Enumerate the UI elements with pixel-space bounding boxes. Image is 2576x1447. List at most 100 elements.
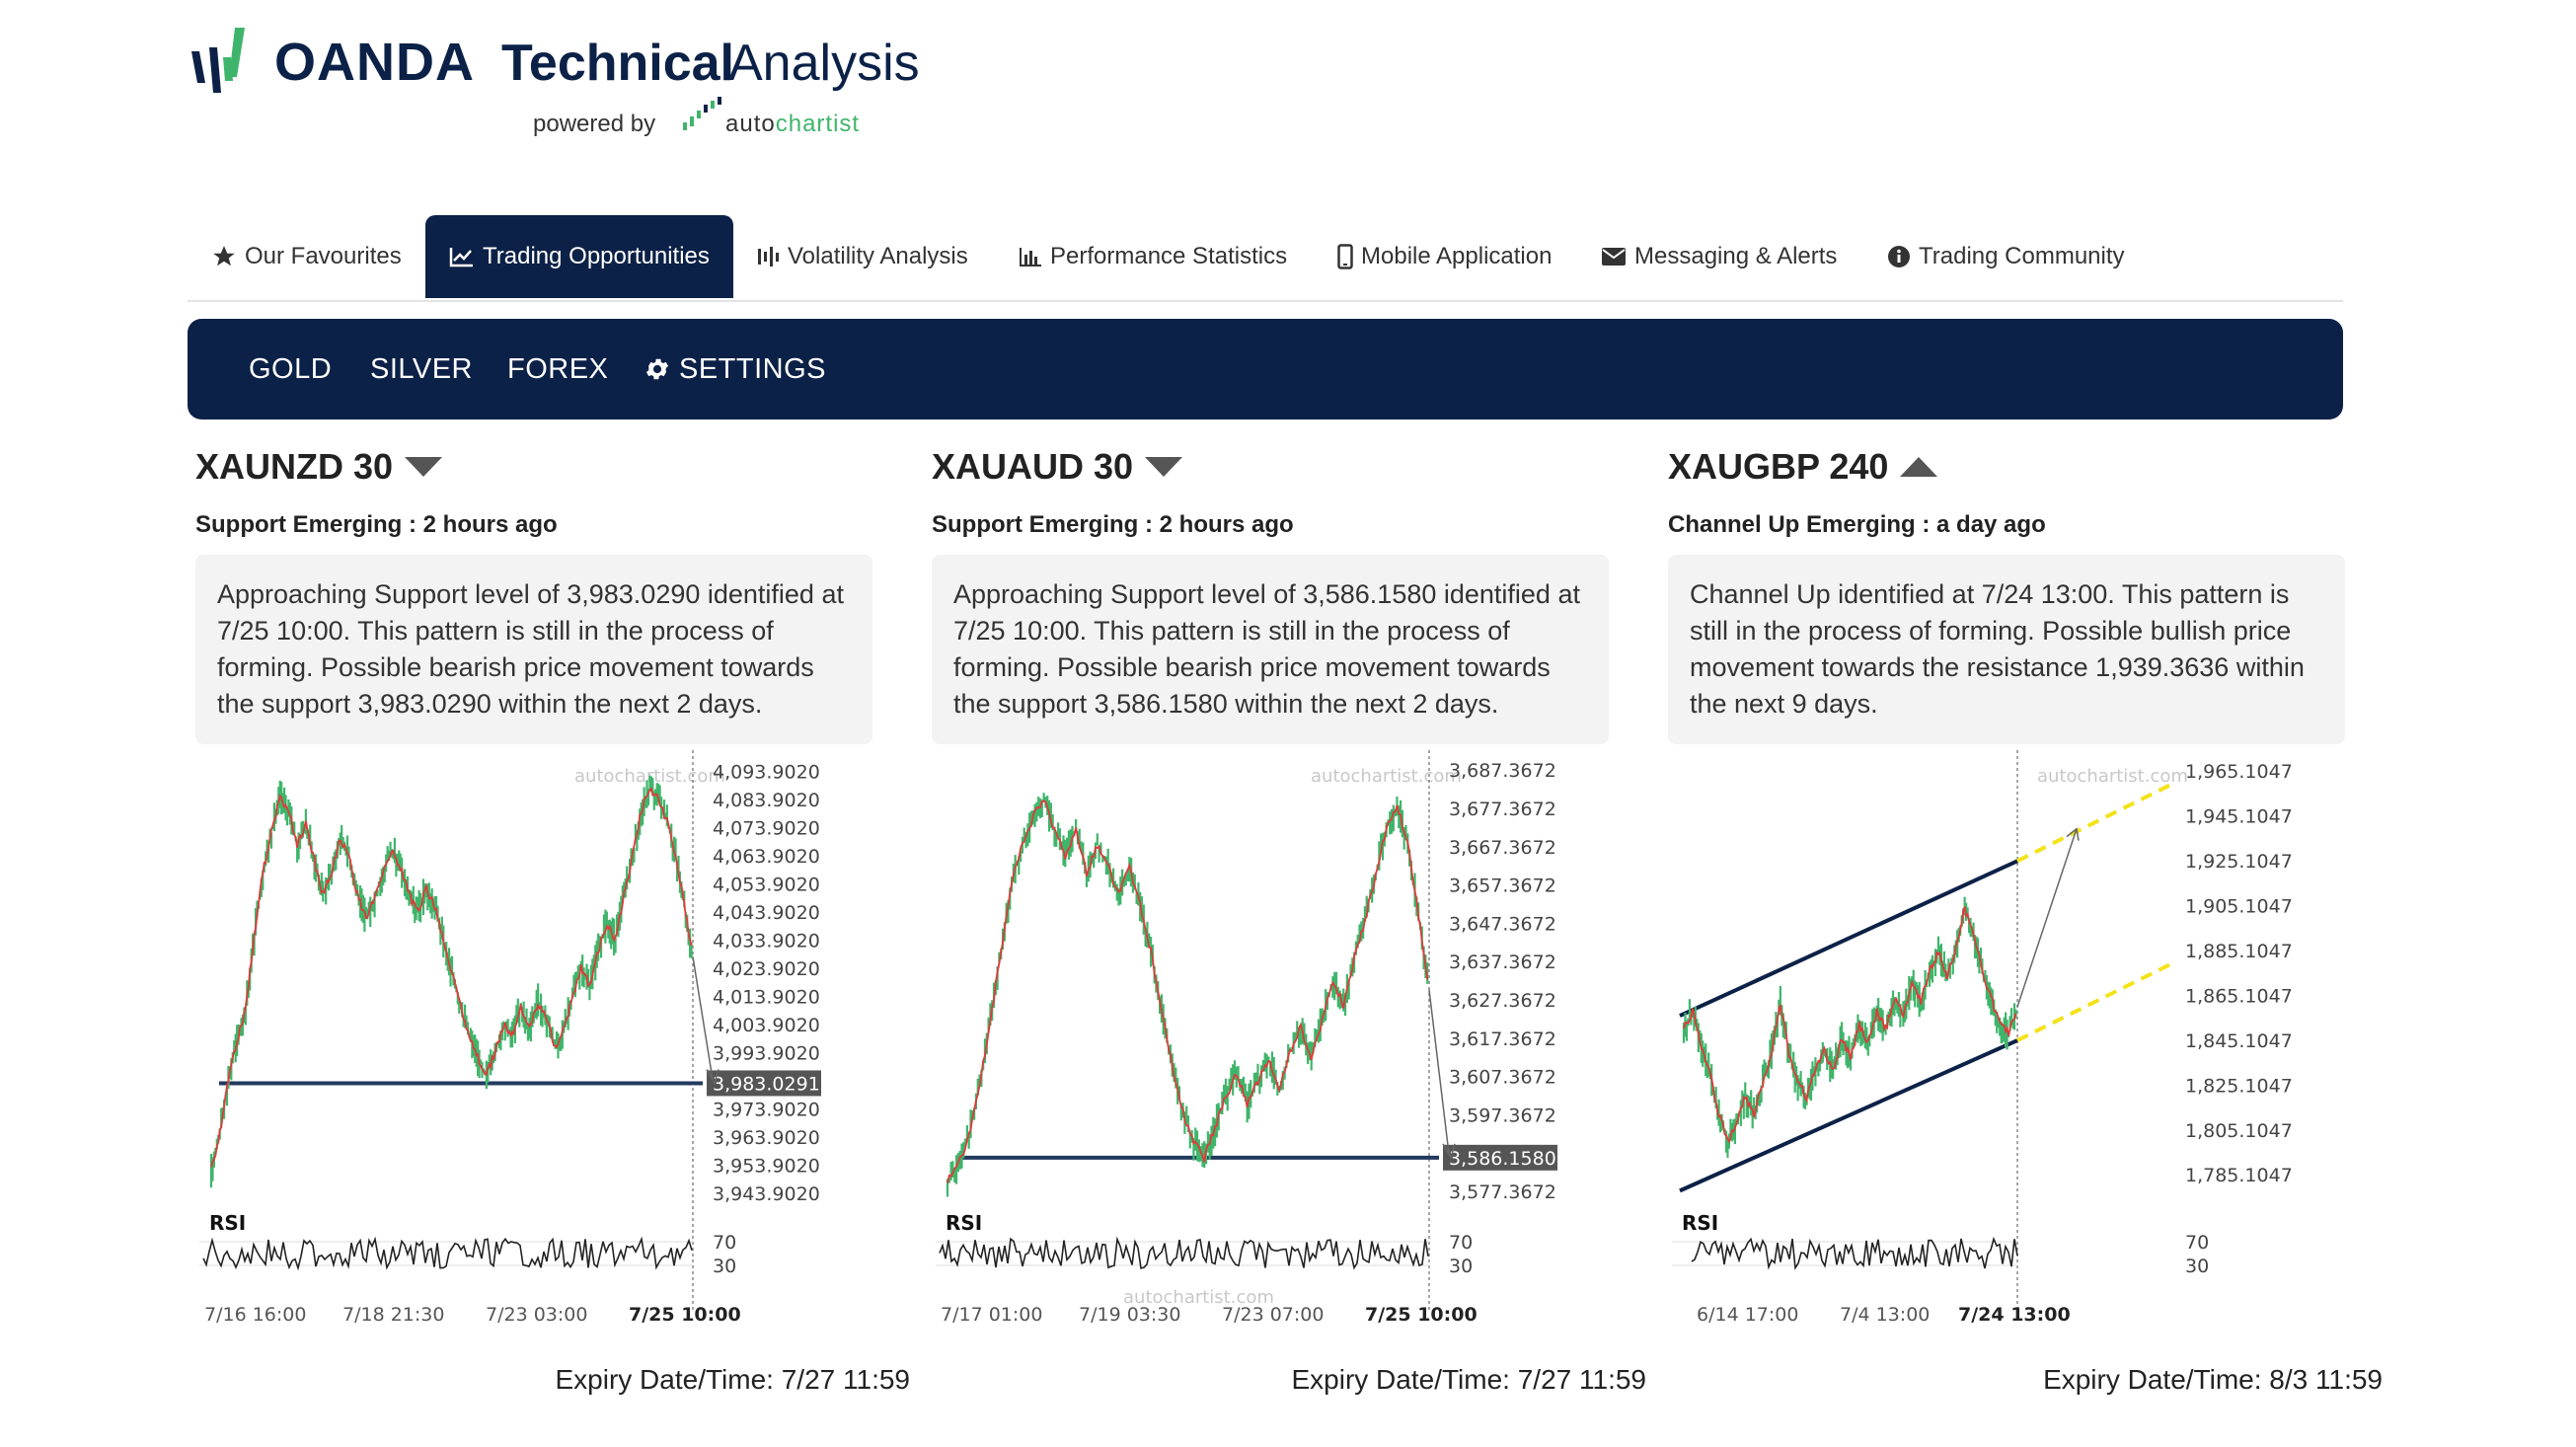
y-tick-label: 1,945.1047 — [2185, 806, 2293, 828]
y-tick-label: 3,973.9020 — [713, 1099, 820, 1120]
triangle-down-icon — [1143, 454, 1184, 480]
y-tick-label: 4,083.9020 — [713, 790, 820, 811]
tab-mobile-application[interactable]: Mobile Application — [1337, 215, 1552, 298]
y-tick-label: 3,647.3672 — [1449, 913, 1556, 935]
channel-lower-line — [1679, 1038, 2018, 1193]
rsi-line — [202, 1236, 693, 1271]
y-tick-label: 4,073.9020 — [713, 818, 820, 840]
tab-label: Trading Opportunities — [483, 243, 710, 269]
chart-watermark: autochartist.com — [2037, 766, 2188, 787]
projection-arrow — [2016, 828, 2078, 1008]
projection-arrow — [1428, 989, 1450, 1154]
y-tick-label: 3,637.3672 — [1449, 952, 1556, 973]
tab-messaging-alerts[interactable]: Messaging & Alerts — [1601, 215, 1837, 298]
channel-upper-line — [1679, 859, 2018, 1018]
line-chart-icon — [449, 246, 475, 267]
autochartist-part-b: chartist — [775, 111, 861, 137]
pattern-chart[interactable]: autochartist.com4,093.90204,083.90204,07… — [189, 750, 900, 1342]
settings-label: SETTINGS — [679, 352, 827, 385]
pattern-card[interactable]: XAUAUD 30 Support Emerging : 2 hours ago… — [926, 434, 1646, 1421]
x-tick-label: 6/14 17:00 — [1697, 1304, 1798, 1326]
y-tick-label: 3,657.3672 — [1449, 876, 1556, 897]
y-tick-label: 1,925.1047 — [2185, 851, 2293, 873]
tab-trading-community[interactable]: Trading Community — [1887, 215, 2125, 298]
y-tick-label: 1,885.1047 — [2185, 941, 2293, 962]
tab-trading-opportunities[interactable]: Trading Opportunities — [425, 215, 733, 298]
instrument-title[interactable]: XAUAUD 30 — [932, 446, 1184, 488]
triangle-up-icon — [1898, 454, 1939, 480]
y-tick-label: 4,023.9020 — [713, 958, 820, 980]
y-tick-label: 3,607.3672 — [1449, 1067, 1556, 1089]
pattern-description: Channel Up identified at 7/24 13:00. Thi… — [1668, 555, 2345, 744]
y-tick-label: 1,865.1047 — [2185, 985, 2293, 1007]
y-tick-label: 3,687.3672 — [1449, 760, 1556, 782]
instrument-title[interactable]: XAUGBP 240 — [1668, 446, 1939, 488]
x-tick-label: 7/16 16:00 — [204, 1304, 306, 1326]
autochartist-part-a: auto — [725, 111, 776, 137]
chart-watermark: autochartist.com — [1311, 766, 1462, 787]
y-tick-label: 3,617.3672 — [1449, 1028, 1556, 1050]
tab-label: Trading Community — [1919, 243, 2125, 269]
y-tick-label: 3,993.9020 — [713, 1042, 820, 1064]
title-technical: Technical — [501, 35, 735, 92]
expiry-datetime: Expiry Date/Time: 7/27 11:59 — [555, 1364, 910, 1395]
price-line — [210, 787, 693, 1168]
pattern-card[interactable]: XAUGBP 240 Channel Up Emerging : a day a… — [1662, 434, 2383, 1421]
y-tick-label: 3,667.3672 — [1449, 837, 1556, 859]
tab-label: Volatility Analysis — [788, 243, 968, 269]
gear-icon — [644, 355, 671, 383]
y-tick-label: 4,053.9020 — [713, 875, 820, 896]
rsi-tick-label: 70 — [713, 1232, 736, 1254]
title-analysis: Analysis — [728, 35, 920, 92]
rsi-tick-label: 30 — [1449, 1256, 1473, 1277]
tab-label: Our Favourites — [245, 243, 402, 269]
y-tick-label: 1,805.1047 — [2185, 1120, 2293, 1142]
x-tick-label: 7/19 03:30 — [1079, 1304, 1180, 1326]
tab-performance-statistics[interactable]: Performance Statistics — [1019, 215, 1287, 298]
rsi-tick-label: 70 — [2185, 1232, 2209, 1254]
rsi-tick-label: 30 — [713, 1256, 736, 1277]
tab-our-favourites[interactable]: Our Favourites — [211, 215, 402, 298]
subnav-silver[interactable]: SILVER — [370, 352, 474, 385]
y-tick-label: 3,627.3672 — [1449, 990, 1556, 1012]
rsi-line — [1691, 1236, 2018, 1270]
y-tick-label: 3,577.3672 — [1449, 1181, 1556, 1203]
x-tick-label: 7/25 10:00 — [629, 1304, 741, 1326]
x-tick-label: 7/24 13:00 — [1958, 1304, 2071, 1326]
current-level-badge — [707, 1070, 821, 1097]
candles-icon — [756, 245, 780, 268]
pattern-description: Approaching Support level of 3,586.1580 … — [932, 555, 1609, 744]
powered-by-label: powered by — [533, 111, 656, 137]
rsi-label: RSI — [209, 1211, 246, 1235]
x-tick-label: 7/17 01:00 — [941, 1304, 1042, 1326]
instrument-name: XAUAUD 30 — [932, 446, 1134, 487]
mobile-icon — [1337, 244, 1353, 269]
subnav-gold[interactable]: GOLD — [249, 352, 333, 385]
subnav-forex[interactable]: FOREX — [507, 352, 609, 385]
y-tick-label: 3,586.1580 — [1449, 1148, 1556, 1170]
projection-arrowhead — [706, 1069, 720, 1086]
pattern-chart[interactable]: autochartist.com3,687.36723,677.36723,66… — [926, 750, 1636, 1342]
y-tick-label: 4,003.9020 — [713, 1015, 820, 1036]
price-line — [1683, 906, 2017, 1144]
chart-watermark: autochartist.com — [1123, 1287, 1274, 1308]
bar-chart-icon — [1019, 246, 1042, 267]
instrument-bar: GOLD SILVER FOREX SETTINGS — [188, 319, 2343, 419]
y-tick-label: 1,845.1047 — [2185, 1030, 2293, 1052]
y-tick-label: 1,905.1047 — [2185, 895, 2293, 917]
y-tick-label: 3,983.0291 — [713, 1073, 820, 1095]
y-tick-label: 4,043.9020 — [713, 902, 820, 924]
x-tick-label: 7/4 13:00 — [1840, 1304, 1930, 1326]
y-tick-label: 3,943.9020 — [713, 1183, 820, 1205]
pattern-card[interactable]: XAUNZD 30 Support Emerging : 2 hours ago… — [189, 434, 910, 1421]
pattern-subtitle: Support Emerging : 2 hours ago — [932, 511, 1294, 538]
rsi-tick-label: 30 — [2185, 1256, 2209, 1277]
tab-volatility-analysis[interactable]: Volatility Analysis — [756, 215, 968, 298]
pattern-subtitle: Support Emerging : 2 hours ago — [195, 511, 558, 538]
rsi-tick-label: 70 — [1449, 1232, 1473, 1254]
instrument-title[interactable]: XAUNZD 30 — [195, 446, 444, 488]
y-tick-label: 4,093.9020 — [713, 762, 820, 784]
subnav-settings[interactable]: SETTINGS — [644, 319, 826, 419]
oanda-logo[interactable]: OANDA Technical Analysis powered by auto… — [188, 18, 938, 156]
